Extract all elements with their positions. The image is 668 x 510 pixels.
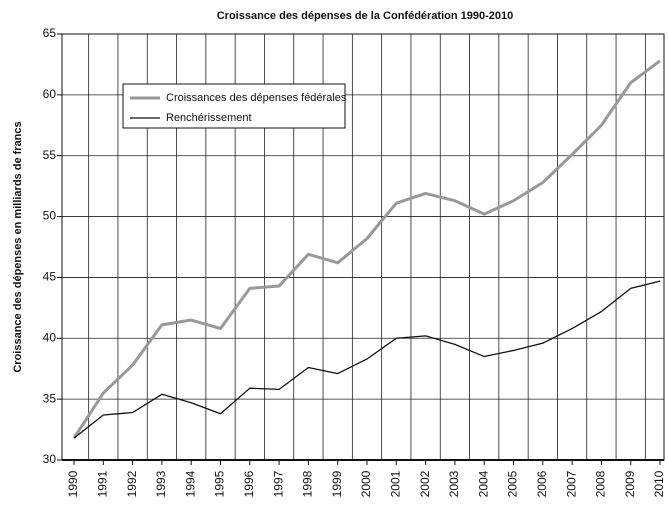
x-tick-label: 2000 [359,470,373,497]
x-tick-label: 1991 [95,470,109,497]
x-tick-label: 2009 [623,470,637,497]
y-tick-label: 55 [43,148,57,162]
chart-title: Croissance des dépenses de la Confédérat… [217,10,514,22]
y-tick-label: 65 [43,26,57,40]
x-tick-label: 1995 [213,470,227,497]
legend-box [122,83,346,129]
x-tick-label: 2005 [506,470,520,497]
legend-label: Renchérissement [166,112,252,124]
y-tick-label: 50 [43,209,57,223]
y-tick-label: 40 [43,330,57,344]
x-tick-label: 2003 [447,470,461,497]
x-tick-label: 2010 [652,470,666,497]
x-tick-label: 2001 [388,470,402,497]
x-tick-label: 1993 [154,470,168,497]
y-tick-label: 60 [43,87,57,101]
x-tick-label: 2007 [564,470,578,497]
x-tick-label: 1998 [301,470,315,497]
x-tick-label: 1999 [330,470,344,497]
series-line [72,59,661,439]
x-tick-label: 1997 [271,470,285,497]
series-line [73,280,661,439]
legend-label: Croissances des dépenses fédérales [166,92,347,104]
x-tick-label: 2002 [418,470,432,497]
x-tick-label: 1994 [183,470,197,497]
x-tick-label: 1990 [66,470,80,497]
y-tick-label: 30 [43,452,57,466]
x-tick-label: 2006 [535,470,549,497]
y-tick-label: 45 [43,270,57,284]
x-tick-label: 1992 [125,470,139,497]
x-tick-label: 1996 [242,470,256,497]
x-tick-label: 2008 [594,470,608,497]
y-axis-label: Croissance des dépenses en milliards de … [12,121,24,372]
x-tick-label: 2004 [476,470,490,497]
y-tick-label: 35 [43,391,57,405]
